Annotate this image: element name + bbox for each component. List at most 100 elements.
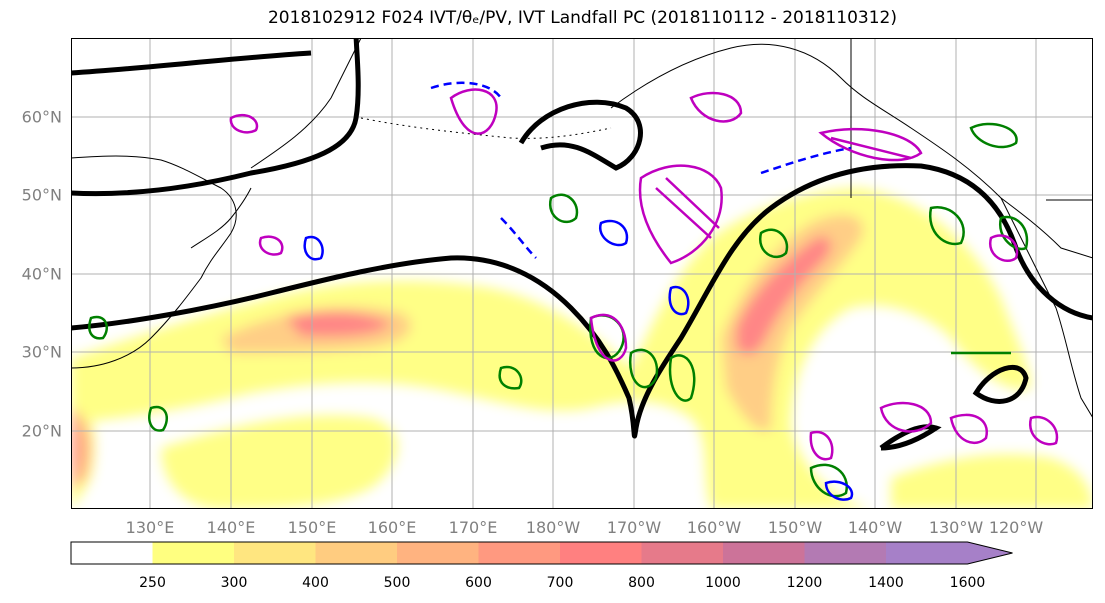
lon-label-140w: 140°W xyxy=(847,518,903,537)
height-contours xyxy=(71,38,1093,451)
pv-loop-10 xyxy=(229,113,259,134)
pv-loop-6 xyxy=(879,401,933,433)
colorbar-tick-label: 1000 xyxy=(705,575,741,591)
theta-e-cold-contours xyxy=(303,81,854,501)
theta-e-loop-2 xyxy=(628,348,659,389)
colorbar-tick-label: 300 xyxy=(220,575,248,591)
canada-border xyxy=(850,38,1093,201)
ivt-shading xyxy=(71,188,1093,509)
map-canvas xyxy=(71,38,1093,509)
cold-dashed-1 xyxy=(430,81,503,99)
lat-label-30n: 30°N xyxy=(21,342,62,362)
theta-e-contours xyxy=(88,122,1029,498)
colorbar-segment xyxy=(234,542,316,564)
pv-loop-4 xyxy=(689,91,743,123)
cold-dashed-3 xyxy=(500,217,537,259)
pv-loop-2 xyxy=(638,164,723,265)
pv-loop-5 xyxy=(818,127,923,162)
ivt-core-east xyxy=(721,214,863,431)
colorbar-tick-label: 600 xyxy=(465,575,492,591)
theta-e-loop-12 xyxy=(498,365,523,390)
pv-loop-11 xyxy=(809,430,834,461)
colorbar-tick-label: 1600 xyxy=(949,575,986,591)
height-contour-northwest xyxy=(71,50,312,76)
pv-hatch-2 xyxy=(830,136,912,160)
colorbar-segment xyxy=(315,542,398,564)
coastlines xyxy=(71,38,1093,419)
japan xyxy=(190,187,252,249)
lon-label-170e: 170°E xyxy=(448,518,498,537)
height-contour-north xyxy=(71,38,361,197)
north-america-coast xyxy=(1000,197,1093,419)
colorbar-segment xyxy=(397,542,479,564)
lat-label-20n: 20°N xyxy=(21,421,62,441)
colorbar-segment xyxy=(478,542,561,564)
cold-loop-1 xyxy=(598,219,629,247)
ivt-max-east xyxy=(736,236,832,355)
kamchatka-coast xyxy=(250,38,362,169)
ivt-max-southwest xyxy=(71,423,81,470)
colorbar-segment xyxy=(560,542,642,564)
lon-label-170w: 170°W xyxy=(606,518,662,537)
lon-label-160w: 160°W xyxy=(686,518,742,537)
lat-label-50n: 50°N xyxy=(21,185,62,205)
theta-e-loop-11 xyxy=(88,315,108,340)
colorbar-tick-label: 250 xyxy=(139,575,166,591)
alaska-coast xyxy=(610,43,1093,259)
colorbar-segment xyxy=(886,542,1013,564)
lon-label-160e: 160°E xyxy=(367,518,417,537)
colorbar-outline xyxy=(70,541,1013,565)
lon-label-120w: 120°W xyxy=(988,518,1044,537)
aleutians xyxy=(360,117,612,139)
pv-loop-8 xyxy=(1028,415,1059,446)
colorbar-tick-label: 1200 xyxy=(786,575,823,591)
cold-loop-2 xyxy=(668,285,690,316)
cold-loop-4 xyxy=(824,480,854,501)
lon-label-150w: 150°W xyxy=(767,518,823,537)
height-contour-main xyxy=(71,163,1093,439)
lon-label-140e: 140°E xyxy=(206,518,256,537)
theta-e-loop-9 xyxy=(809,463,849,498)
figure-title: 2018102912 F024 IVT/θₑ/PV, IVT Landfall … xyxy=(267,8,898,28)
colorbar-segment xyxy=(804,542,887,564)
colorbar-segment xyxy=(71,542,153,564)
colorbar-tick-label: 700 xyxy=(546,575,574,591)
theta-e-loop-4 xyxy=(548,193,579,224)
colorbar-tick-label: 800 xyxy=(628,575,655,591)
height-contour-ridge xyxy=(518,99,643,171)
lon-label-150e: 150°E xyxy=(287,518,337,537)
lon-label-180w: 180°W xyxy=(525,518,581,537)
theta-e-loop-7 xyxy=(998,215,1029,251)
ivt-colorbar xyxy=(70,541,1013,565)
pv-loop-9 xyxy=(988,234,1019,263)
ivt-region-southeast xyxy=(891,454,1093,509)
pv-hatch-1 xyxy=(655,177,720,239)
theta-e-loop-5 xyxy=(758,228,789,259)
pv-contours xyxy=(229,88,1059,461)
lon-label-130e: 130°E xyxy=(125,518,175,537)
lat-label-60n: 60°N xyxy=(21,107,62,127)
height-contour-small xyxy=(879,424,942,451)
colorbar-segment xyxy=(723,542,805,564)
map-panel xyxy=(71,38,1093,509)
colorbar-segment xyxy=(641,542,724,564)
theta-e-loop-6 xyxy=(928,205,965,246)
cold-loop-3 xyxy=(303,235,324,261)
lat-label-40n: 40°N xyxy=(21,264,62,284)
cold-dashed-2 xyxy=(760,146,852,175)
colorbar-tick-label: 1400 xyxy=(868,575,904,591)
theta-e-loop-10 xyxy=(148,405,168,432)
colorbar-tick-label: 500 xyxy=(383,575,411,591)
pv-loop-3 xyxy=(589,313,628,362)
theta-e-loop-8 xyxy=(969,122,1018,149)
pv-loop-1 xyxy=(449,88,498,135)
ivt-region-south-band xyxy=(161,415,398,509)
asia-coast xyxy=(71,155,237,369)
colorbar-segments xyxy=(71,542,1013,564)
pv-loop-7 xyxy=(949,413,988,444)
theta-e-loop-3 xyxy=(668,354,696,402)
colorbar-tick-label: 400 xyxy=(302,575,329,591)
pv-loop-12 xyxy=(258,235,284,256)
colorbar-segment xyxy=(152,542,235,564)
height-contour-closed-east xyxy=(972,364,1029,404)
